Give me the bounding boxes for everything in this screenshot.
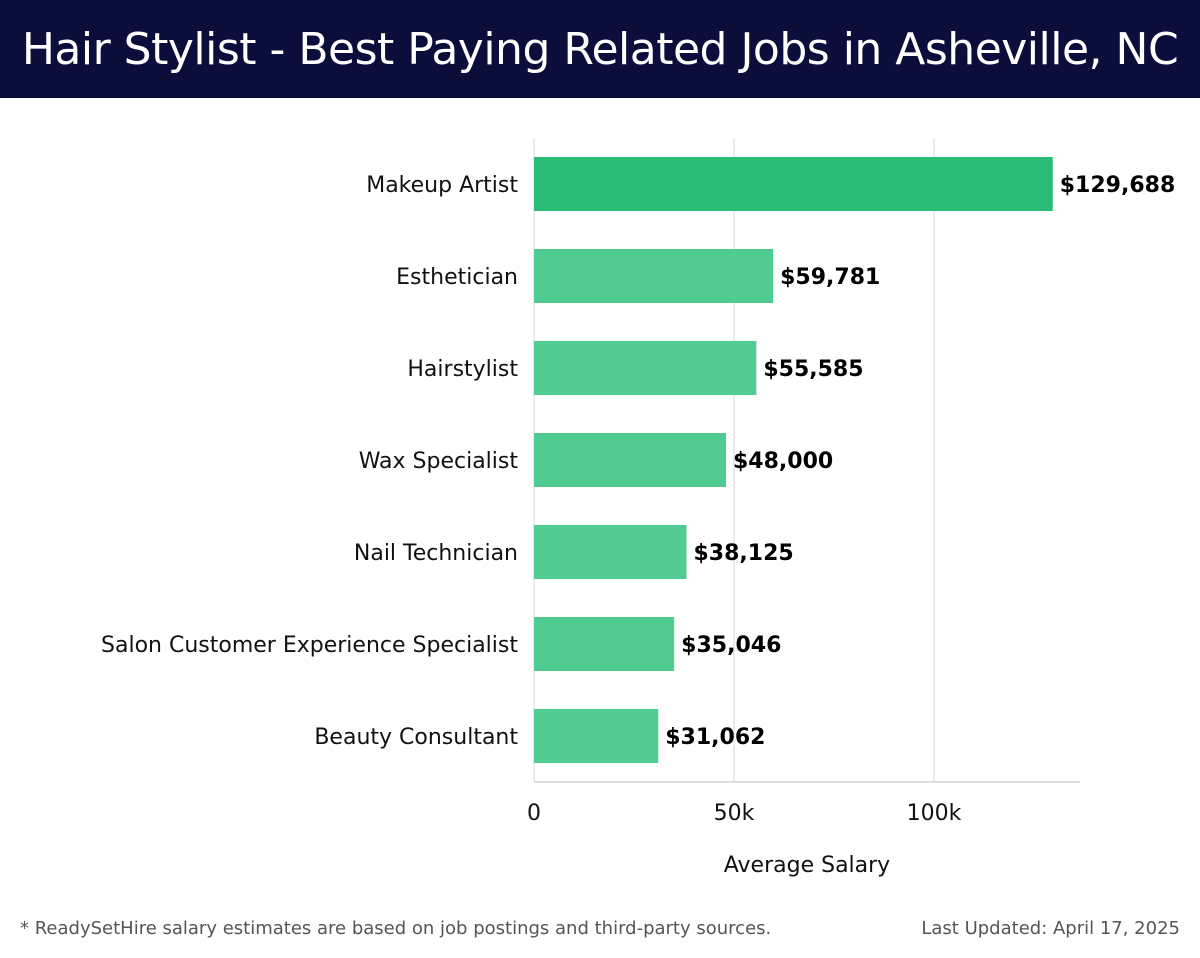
bar — [534, 433, 726, 487]
bars-layer — [534, 157, 1053, 763]
axis-layer: 0 50k 100k Average Salary — [527, 781, 1080, 878]
value-label: $35,046 — [681, 633, 781, 658]
bar — [534, 617, 675, 671]
bar — [534, 249, 774, 303]
bar — [534, 709, 659, 763]
category-label: Wax Specialist — [359, 449, 519, 474]
value-label: $59,781 — [780, 265, 880, 290]
bar — [534, 157, 1053, 211]
x-tick-label: 100k — [907, 801, 962, 826]
category-label: Beauty Consultant — [314, 725, 518, 750]
last-updated: Last Updated: April 17, 2025 — [921, 918, 1180, 939]
category-label: Salon Customer Experience Specialist — [101, 633, 518, 658]
category-label: Makeup Artist — [366, 173, 518, 198]
x-axis-title: Average Salary — [724, 853, 890, 878]
value-label: $129,688 — [1060, 173, 1176, 198]
value-label: $31,062 — [665, 725, 765, 750]
title-bar: Hair Stylist - Best Paying Related Jobs … — [0, 0, 1200, 98]
category-label: Esthetician — [396, 265, 518, 290]
chart-title: Hair Stylist - Best Paying Related Jobs … — [21, 23, 1179, 75]
value-label: $48,000 — [733, 449, 833, 474]
category-label: Nail Technician — [354, 541, 518, 566]
value-label: $55,585 — [763, 357, 863, 382]
bar-chart: Makeup Artist $129,688 Esthetician $59,781 H… — [101, 138, 1175, 878]
bar — [534, 525, 687, 579]
x-tick-label: 50k — [714, 801, 755, 826]
footnote: * ReadySetHire salary estimates are base… — [20, 918, 772, 939]
value-label: $38,125 — [694, 541, 794, 566]
labels-layer: Makeup Artist $129,688 Esthetician $59,781 H… — [101, 173, 1175, 750]
x-tick-label: 0 — [527, 801, 541, 826]
category-label: Hairstylist — [407, 357, 518, 382]
bar — [534, 341, 757, 395]
